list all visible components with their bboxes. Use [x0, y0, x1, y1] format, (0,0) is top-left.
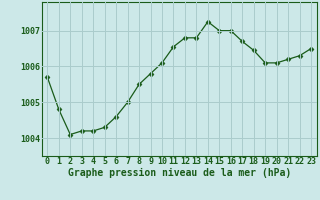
X-axis label: Graphe pression niveau de la mer (hPa): Graphe pression niveau de la mer (hPa)	[68, 168, 291, 178]
